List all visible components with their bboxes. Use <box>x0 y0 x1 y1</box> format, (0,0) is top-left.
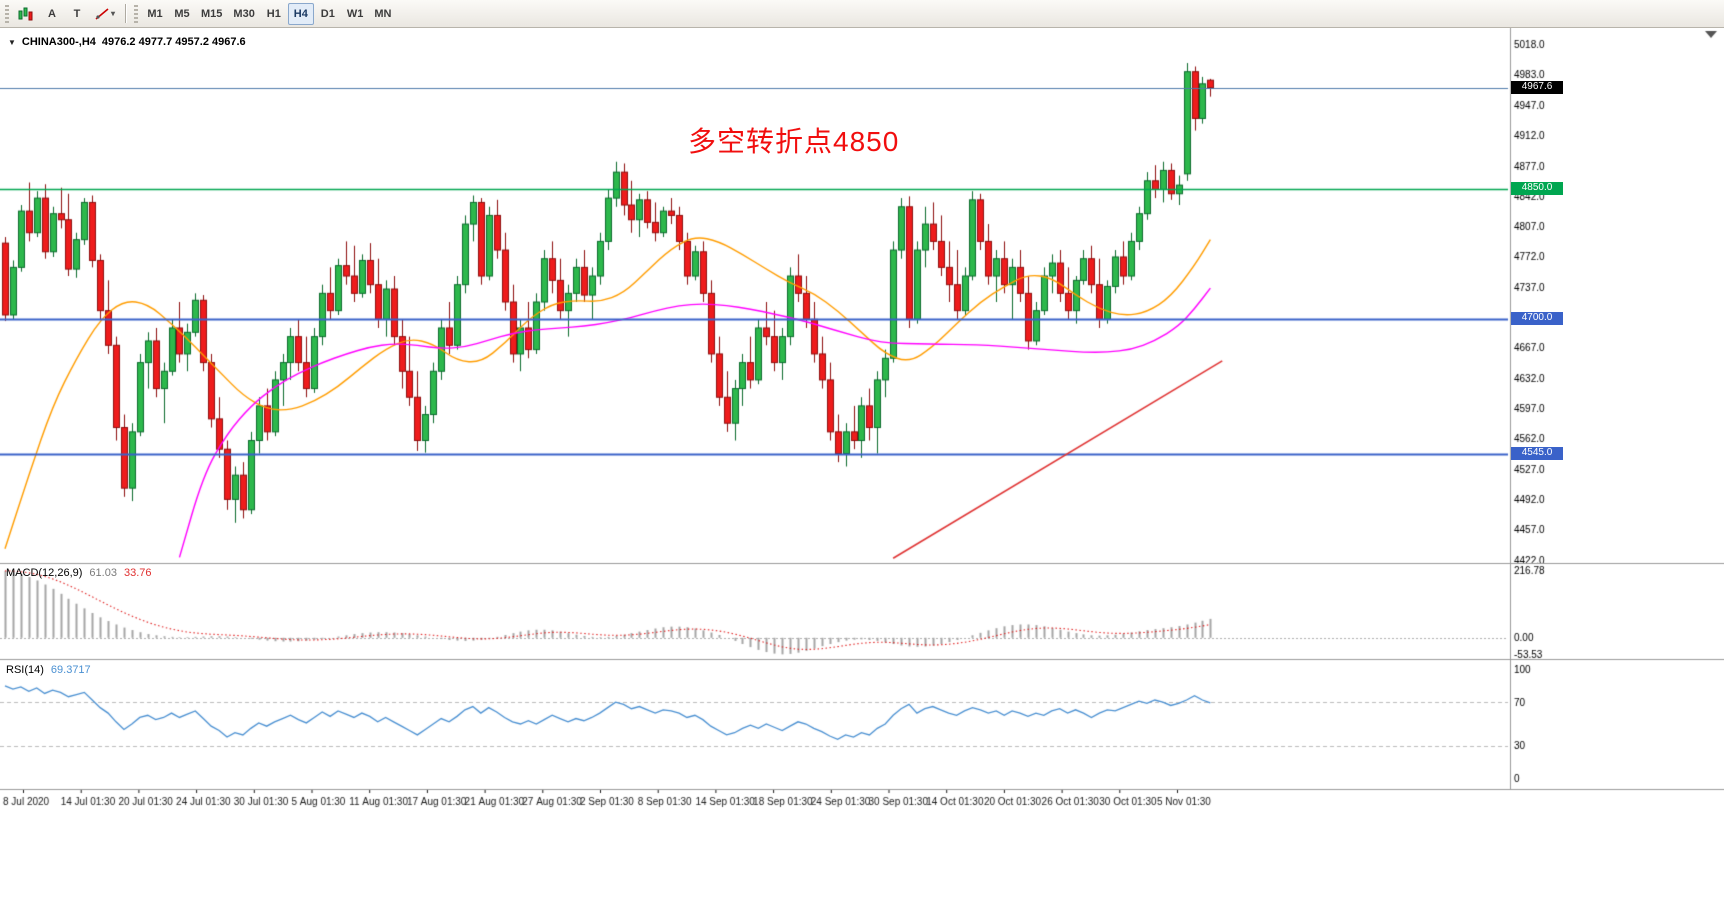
rsi-value: 69.3717 <box>50 664 91 676</box>
timeframe-button-d1[interactable]: D1 <box>315 3 341 25</box>
timeframe-button-m15[interactable]: M15 <box>196 3 227 25</box>
chart-annotation-text[interactable]: 多空转折点4850 <box>688 126 900 157</box>
timeframe-button-h1[interactable]: H1 <box>261 3 287 25</box>
chart-bars-icon <box>18 7 33 20</box>
macd-name: MACD(12,26,9) <box>6 567 83 579</box>
toolbar-grip[interactable] <box>5 4 9 23</box>
symbol-period: CHINA300-,H4 <box>21 36 96 48</box>
timeframe-button-m1[interactable]: M1 <box>142 3 168 25</box>
macd-indicator-label: MACD(12,26,9) 61.03 33.76 <box>6 567 151 579</box>
price-tag-4700.0: 4700.0 <box>1511 312 1563 326</box>
price-tag-4850.0: 4850.0 <box>1511 182 1563 196</box>
shapes-dropdown-button[interactable]: ▾ <box>90 3 120 25</box>
price-tag-4545.0: 4545.0 <box>1511 446 1563 460</box>
insert-text-button[interactable]: A <box>40 3 64 25</box>
chart-quick-nav-icon[interactable]: ▼ <box>8 37 16 47</box>
chart-canvas[interactable] <box>0 28 1724 900</box>
rsi-indicator-label: RSI(14) 69.3717 <box>6 664 91 676</box>
text-label-button[interactable]: T <box>65 3 89 25</box>
trendline-tool-icon <box>95 7 109 20</box>
timeframe-toolbar-grip[interactable] <box>134 4 139 23</box>
timeframe-button-h4[interactable]: H4 <box>287 2 314 25</box>
chevron-down-icon: ▾ <box>111 9 116 18</box>
ohlc-values: 4976.2 4977.7 4957.2 4967.6 <box>101 36 246 48</box>
toolbar-separator <box>125 4 127 23</box>
macd-main-value: 61.03 <box>89 567 117 579</box>
chart-title: ▼ CHINA300-,H4 4976.2 4977.7 4957.2 4967… <box>8 36 246 48</box>
timeframe-button-w1[interactable]: W1 <box>342 3 369 25</box>
timeframe-button-m5[interactable]: M5 <box>169 3 195 25</box>
chart-bars-icon-button[interactable] <box>13 3 39 25</box>
timeframe-button-m30[interactable]: M30 <box>228 3 259 25</box>
macd-signal-value: 33.76 <box>123 567 152 579</box>
rsi-name: RSI(14) <box>6 664 44 676</box>
price-tag-4967.6: 4967.6 <box>1511 80 1563 94</box>
toolbar: A T ▾ M1 M5 M15 M30 H1 H4 D1 W1 MN <box>0 0 1724 28</box>
timeframe-button-mn[interactable]: MN <box>369 3 396 25</box>
